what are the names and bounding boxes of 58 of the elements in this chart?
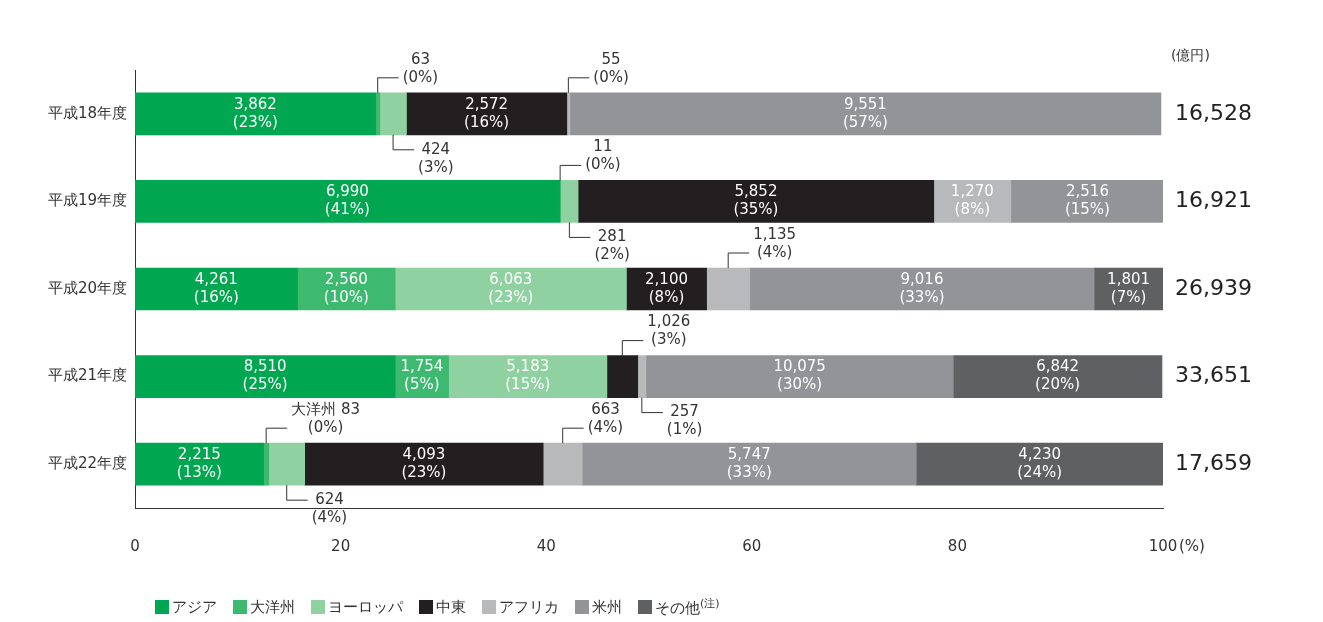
data-label: 624 (4%) <box>311 490 348 527</box>
x-tick-label: 60 <box>742 536 762 555</box>
data-label: 2,572 (16%) <box>464 94 510 131</box>
legend-label: その他$^{(注)}$ <box>655 596 720 618</box>
data-label: 1,135 (4%) <box>753 224 797 261</box>
data-label: 大洋州 83 (0%) <box>291 400 361 437</box>
data-label: 55 (0%) <box>593 49 629 86</box>
data-label: 1,754 (5%) <box>400 357 444 394</box>
text: (億円) <box>1171 46 1210 63</box>
text: 33,651 <box>1175 362 1252 388</box>
y-tick-label: 平成19年度 <box>47 191 128 210</box>
data-label: 6,842 (20%) <box>1035 357 1081 394</box>
legend-label: 大洋州 <box>250 597 295 617</box>
y-tick-label: 平成20年度 <box>47 278 128 297</box>
data-label: 5,747 (33%) <box>726 445 772 482</box>
data-label: 6,990 (41%) <box>324 182 370 219</box>
x-tick-label: 40 <box>536 536 556 555</box>
text: 26,939 <box>1175 274 1252 300</box>
legend-label: 米州 <box>592 597 622 617</box>
data-label: 1,801 (7%) <box>1107 269 1151 306</box>
y-tick-label: 平成21年度 <box>47 366 128 385</box>
legend-label: アジア <box>172 597 217 617</box>
data-label: 6,063 (23%) <box>488 269 534 306</box>
legend-label: ヨーロッパ <box>328 597 403 617</box>
data-label: 2,560 (10%) <box>323 269 369 306</box>
y-tick-label: 平成18年度 <box>47 103 128 122</box>
x-axis-title: (%) <box>1179 536 1205 555</box>
data-label: 2,100 (8%) <box>645 269 688 306</box>
legend-label: 中東 <box>436 597 466 617</box>
data-label: 8,510 (25%) <box>242 357 288 394</box>
data-label: 11 (0%) <box>585 137 621 174</box>
data-label: 2,516 (15%) <box>1064 182 1110 219</box>
data-label: 5,183 (15%) <box>505 357 551 394</box>
data-label: 9,016 (33%) <box>899 269 945 306</box>
x-tick-label: 100 <box>1148 536 1178 555</box>
data-label: 1,026 (3%) <box>647 312 691 349</box>
text: 16,921 <box>1175 187 1252 213</box>
data-label: 281 (2%) <box>594 227 630 264</box>
data-label: 663 (4%) <box>587 400 624 437</box>
data-label: 5,852 (35%) <box>733 182 779 219</box>
data-label: 4,261 (16%) <box>193 269 239 306</box>
data-label: 1,270 (8%) <box>950 182 994 219</box>
x-tick-label: 80 <box>947 536 967 555</box>
data-label: 9,551 (57%) <box>842 94 888 131</box>
x-tick-label: 0 <box>130 536 140 555</box>
data-label: 63 (0%) <box>402 49 439 86</box>
data-label: 424 (3%) <box>418 139 454 176</box>
data-label: 4,230 (24%) <box>1017 445 1063 482</box>
legend-label: アフリカ <box>499 597 559 617</box>
text: 17,659 <box>1175 449 1252 475</box>
data-label: 4,093 (23%) <box>401 445 447 482</box>
y-tick-label: 平成22年度 <box>47 454 128 473</box>
data-label: 2,215 (13%) <box>176 445 222 482</box>
data-label: 3,862 (23%) <box>232 94 278 131</box>
x-tick-label: 20 <box>331 536 351 555</box>
data-label: 257 (1%) <box>666 402 703 439</box>
data-label: 10,075 (30%) <box>773 357 826 394</box>
text: 16,528 <box>1175 99 1252 125</box>
